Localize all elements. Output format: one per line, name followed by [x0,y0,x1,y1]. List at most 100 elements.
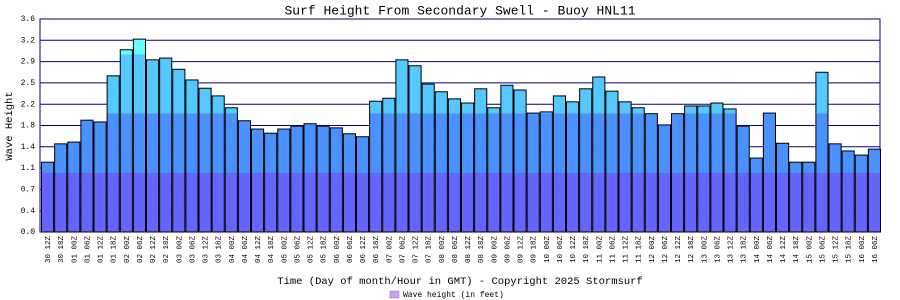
x-tick-label: 14 18Z [793,236,801,264]
bar [618,101,632,233]
bar [237,120,251,233]
bar [447,98,461,233]
x-tick-label: 06 18Z [373,236,381,264]
x-tick-label: 02 12Z [150,236,158,264]
x-tick-label: 14 00Z [754,236,762,264]
x-tick-label: 14 06Z [767,236,775,264]
x-tick-label: 03 18Z [216,236,224,264]
x-tick-label: 15 12Z [833,236,841,264]
x-tick-label: 16 00Z [859,236,867,264]
bar [408,65,422,233]
bar [697,105,711,233]
bar [369,100,383,233]
bar [500,84,514,233]
x-tick-label: 15 00Z [806,236,814,264]
x-tick-label: 06 00Z [334,236,342,264]
bar [251,128,265,233]
bar [211,95,225,233]
x-tick-label: 04 00Z [229,236,237,264]
x-tick-label: 04 18Z [268,236,276,264]
y-tick-label: 0.0 [21,228,36,237]
bar [776,142,790,233]
bar [789,161,803,233]
bar [159,57,173,233]
bar [185,79,199,233]
bar [93,121,107,233]
x-tick-label: 09 18Z [531,236,539,264]
y-tick-label: 2.2 [21,100,36,109]
x-tick-label: 03 12Z [203,236,211,264]
y-tick-label: 1.1 [21,164,36,173]
bar [802,161,816,233]
bar [224,107,238,233]
y-tick-label: 2.9 [21,58,36,67]
x-tick-label: 11 12Z [623,236,631,264]
bar [421,83,435,233]
bar [671,113,685,233]
bar [828,143,842,233]
legend-swatch [389,290,400,299]
x-tick-label: 05 18Z [321,236,329,264]
x-tick-label: 01 18Z [111,236,119,264]
y-tick-label: 1.4 [21,143,36,152]
y-tick-label: 2.5 [21,79,36,88]
bar [382,97,396,233]
x-tick-label: 08 18Z [478,236,486,264]
bar [579,88,593,233]
x-tick-label: 01 06Z [84,236,92,264]
x-tick-label: 14 12Z [780,236,788,264]
x-tick-label: 05 00Z [281,236,289,264]
x-tick-label: 05 12Z [308,236,316,264]
bar [461,102,475,233]
x-tick-label: 15 06Z [819,236,827,264]
x-tick-label: 10 18Z [583,236,591,264]
x-tick-label: 06 12Z [360,236,368,264]
bar [631,107,645,233]
bar [566,101,580,233]
x-tick-label: 09 00Z [491,236,499,264]
x-tick-label: 08 06Z [452,236,460,264]
bar [605,90,619,233]
bar [356,136,370,233]
bar [710,102,724,233]
bar [80,119,94,233]
x-tick-label: 03 00Z [176,236,184,264]
x-tick-label: 03 06Z [189,236,197,264]
bar [723,108,737,233]
x-tick-label: 01 12Z [98,236,106,264]
bar [198,87,212,233]
bar [395,59,409,233]
bar [277,128,291,233]
x-tick-label: 08 12Z [465,236,473,264]
chart-title: Surf Height From Secondary Swell - Buoy … [284,3,635,18]
bar [526,112,540,233]
bar [303,123,317,233]
x-tick-label: 06 06Z [347,236,355,264]
x-tick-label: 07 18Z [426,236,434,264]
bar [841,150,855,233]
x-tick-label: 11 00Z [596,236,604,264]
bar [644,113,658,233]
x-tick-label: 01 00Z [71,236,79,264]
bar [41,161,55,233]
y-tick-label: 0.4 [21,207,36,216]
x-tick-label: 02 00Z [124,236,132,264]
bar [592,76,606,233]
x-tick-label: 10 06Z [557,236,565,264]
bar [762,112,776,233]
x-tick-label: 13 06Z [714,236,722,264]
bar [854,154,868,233]
x-tick-label: 11 06Z [609,236,617,264]
x-tick-label: 07 12Z [413,236,421,264]
x-axis-title: Time (Day of month/Hour in GMT) - Copyri… [277,276,642,288]
x-tick-label: 13 12Z [728,236,736,264]
x-tick-label: 07 06Z [399,236,407,264]
bar [329,127,343,233]
bar [539,111,553,233]
bar [290,125,304,233]
x-tick-label: 09 12Z [518,236,526,264]
x-tick-label: 12 12Z [675,236,683,264]
bar [736,125,750,233]
x-tick-label: 10 00Z [544,236,552,264]
x-tick-label: 02 06Z [137,236,145,264]
